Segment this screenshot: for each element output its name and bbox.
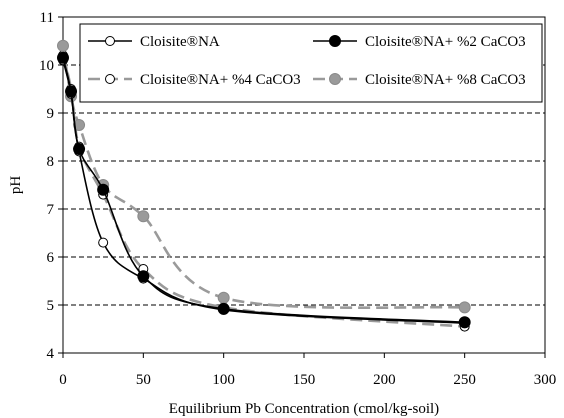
- y-tick-label: 5: [47, 298, 55, 314]
- data-point: [458, 316, 471, 329]
- data-point: [97, 183, 110, 196]
- data-point: [57, 39, 69, 52]
- legend-label: Cloisite®NA: [140, 34, 220, 50]
- legend-label: Cloisite®NA+ %2 CaCO3: [365, 34, 526, 50]
- data-point: [73, 119, 86, 131]
- legend-item: Cloisite®NA+ %8 CaCO3: [313, 72, 526, 88]
- data-point: [137, 270, 150, 283]
- series-line: [62, 57, 465, 324]
- x-tick-label: 300: [534, 372, 557, 388]
- x-tick-label: 0: [59, 372, 67, 388]
- legend-label: Cloisite®NA+ %4 CaCO3: [140, 72, 301, 88]
- legend-box: [79, 23, 543, 103]
- y-axis-ticks: 4 5 6 7 8 9 10 11: [39, 10, 63, 362]
- y-tick-label: 4: [47, 346, 55, 362]
- x-tick-label: 200: [373, 372, 396, 388]
- data-point: [57, 51, 69, 64]
- y-tick-label: 6: [47, 250, 55, 266]
- legend-item: Cloisite®NA+ %4 CaCO3: [88, 72, 301, 88]
- legend-item: Cloisite®NA: [88, 34, 220, 50]
- x-tick-label: 250: [453, 372, 476, 388]
- data-point: [217, 291, 230, 304]
- data-point: [217, 302, 230, 315]
- y-tick-label: 7: [47, 202, 55, 218]
- legend-marker: [329, 35, 341, 47]
- legend-marker: [105, 74, 115, 84]
- x-tick-label: 150: [293, 372, 316, 388]
- data-point: [137, 210, 150, 223]
- y-tick-label: 11: [40, 10, 54, 26]
- data-point: [458, 301, 471, 314]
- legend-marker: [329, 73, 341, 85]
- x-tick-label: 50: [136, 372, 151, 388]
- y-tick-label: 8: [47, 154, 55, 170]
- x-axis-title: Equilibrium Pb Concentration (cmol/kg-so…: [169, 401, 439, 417]
- legend-label: Cloisite®NA+ %8 CaCO3: [365, 72, 526, 88]
- series-layer: [57, 39, 471, 332]
- series-2: [57, 51, 471, 329]
- x-tick-label: 100: [212, 372, 235, 388]
- data-point: [73, 143, 86, 155]
- data-point: [98, 237, 109, 248]
- y-axis-title: pH: [8, 176, 24, 195]
- data-point: [65, 85, 78, 98]
- legend: Cloisite®NA Cloisite®NA+ %2 CaCO3 Cloisite…: [79, 23, 543, 103]
- x-axis-ticks: 0 50 100 150 200 250 300: [59, 353, 556, 388]
- legend-marker: [105, 36, 115, 46]
- legend-item: Cloisite®NA+ %2 CaCO3: [313, 34, 526, 50]
- y-tick-label: 9: [47, 106, 55, 122]
- y-tick-label: 10: [39, 58, 54, 74]
